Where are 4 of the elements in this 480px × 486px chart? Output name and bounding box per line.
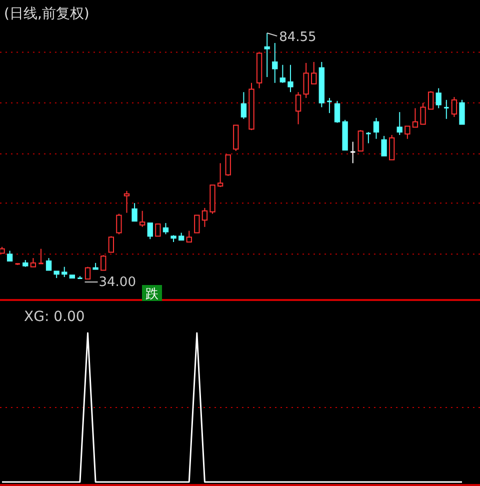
chart-title: (日线,前复权) [4,6,90,22]
annotation: 34.00 [98,275,136,290]
annotation: 84.55 [279,30,316,45]
chart-title: XG: 0.00 [24,309,85,325]
